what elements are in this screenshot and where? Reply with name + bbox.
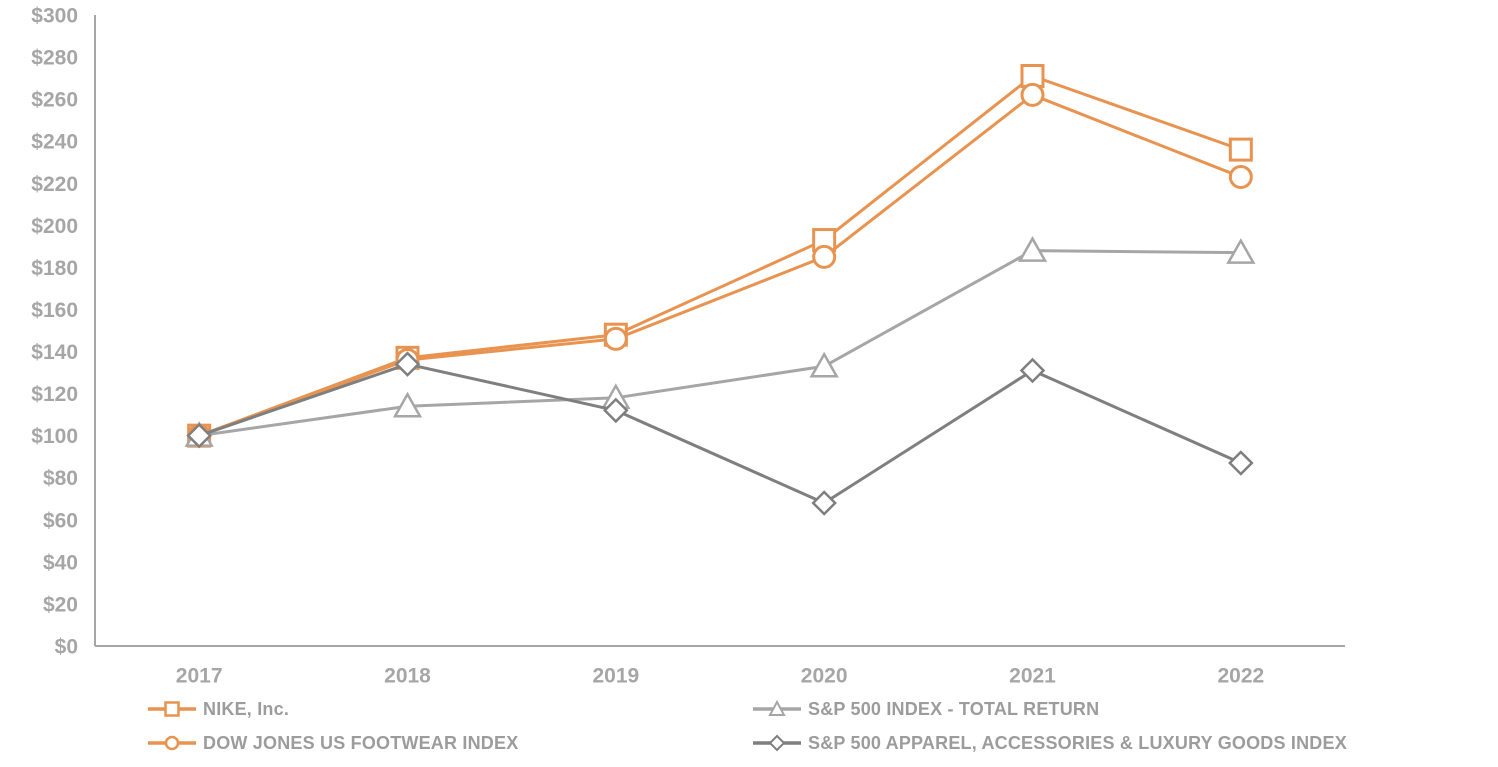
y-tick-label: $60	[43, 509, 78, 532]
series-line-2	[198, 249, 1241, 438]
circle-legend-glyph	[164, 735, 180, 751]
legend-item-dow-jones-footwear: DOW JONES US FOOTWEAR INDEX	[146, 731, 518, 755]
x-tick-label: 2017	[176, 665, 223, 688]
legend-label-sp500-apparel: S&P 500 APPAREL, ACCESSORIES & LUXURY GO…	[808, 732, 1347, 753]
diamond-marker	[811, 490, 837, 516]
x-tick-label: 2018	[384, 665, 431, 688]
square-legend-glyph	[164, 701, 180, 717]
legend-triangle-marker-icon	[753, 700, 801, 716]
circle-marker	[1228, 164, 1253, 189]
legend-label-nike: NIKE, Inc.	[203, 698, 290, 719]
circle-marker	[1020, 82, 1045, 107]
legend-label-dow-jones-footwear: DOW JONES US FOOTWEAR INDEX	[203, 732, 519, 753]
circle-marker	[603, 326, 628, 351]
triangle-marker	[809, 351, 839, 378]
legend-item-sp500-total-return: S&P 500 INDEX - TOTAL RETURN	[751, 697, 1099, 721]
y-tick-label: $220	[31, 173, 78, 196]
legend-diamond-marker-icon	[753, 734, 801, 752]
x-tick-label: 2019	[592, 665, 639, 688]
y-tick-label: $260	[31, 89, 78, 112]
y-tick-label: $200	[31, 215, 78, 238]
diamond-marker	[603, 397, 629, 424]
series-line-3	[198, 362, 1242, 505]
legend-item-nike: NIKE, Inc.	[146, 697, 289, 721]
y-tick-label: $240	[31, 131, 78, 154]
diamond-marker	[1019, 357, 1046, 384]
y-tick-label: $40	[43, 551, 78, 574]
square-marker	[1228, 137, 1253, 162]
x-tick-label: 2020	[801, 665, 848, 688]
legend-square-marker-icon	[148, 701, 196, 717]
triangle-marker	[1017, 236, 1048, 262]
y-tick-label: $300	[31, 5, 78, 28]
circle-marker	[812, 244, 837, 269]
y-tick-label: $0	[55, 636, 78, 659]
diamond-marker	[1228, 450, 1254, 476]
triangle-marker	[392, 391, 423, 418]
diamond-legend-glyph	[768, 734, 786, 752]
y-tick-label: $100	[31, 425, 78, 448]
y-tick-label: $180	[31, 257, 78, 280]
y-tick-label: $80	[43, 467, 78, 490]
legend-label-sp500-total-return: S&P 500 INDEX - TOTAL RETURN	[808, 698, 1100, 719]
y-tick-label: $140	[31, 341, 78, 364]
legend-item-sp500-apparel: S&P 500 APPAREL, ACCESSORIES & LUXURY GO…	[751, 731, 1347, 755]
triangle-marker	[1226, 238, 1256, 264]
series-line-0	[198, 74, 1242, 438]
legend-circle-marker-icon	[148, 735, 196, 751]
y-tick-label: $280	[31, 47, 78, 70]
diamond-marker	[186, 422, 212, 449]
y-tick-label: $20	[43, 593, 78, 616]
triangle-legend-glyph	[768, 700, 786, 716]
x-tick-label: 2022	[1217, 665, 1264, 688]
diamond-marker	[394, 351, 421, 377]
y-tick-label: $120	[31, 383, 78, 406]
series-line-1	[198, 93, 1242, 438]
x-tick-label: 2021	[1009, 665, 1056, 688]
y-tick-label: $160	[31, 299, 78, 322]
